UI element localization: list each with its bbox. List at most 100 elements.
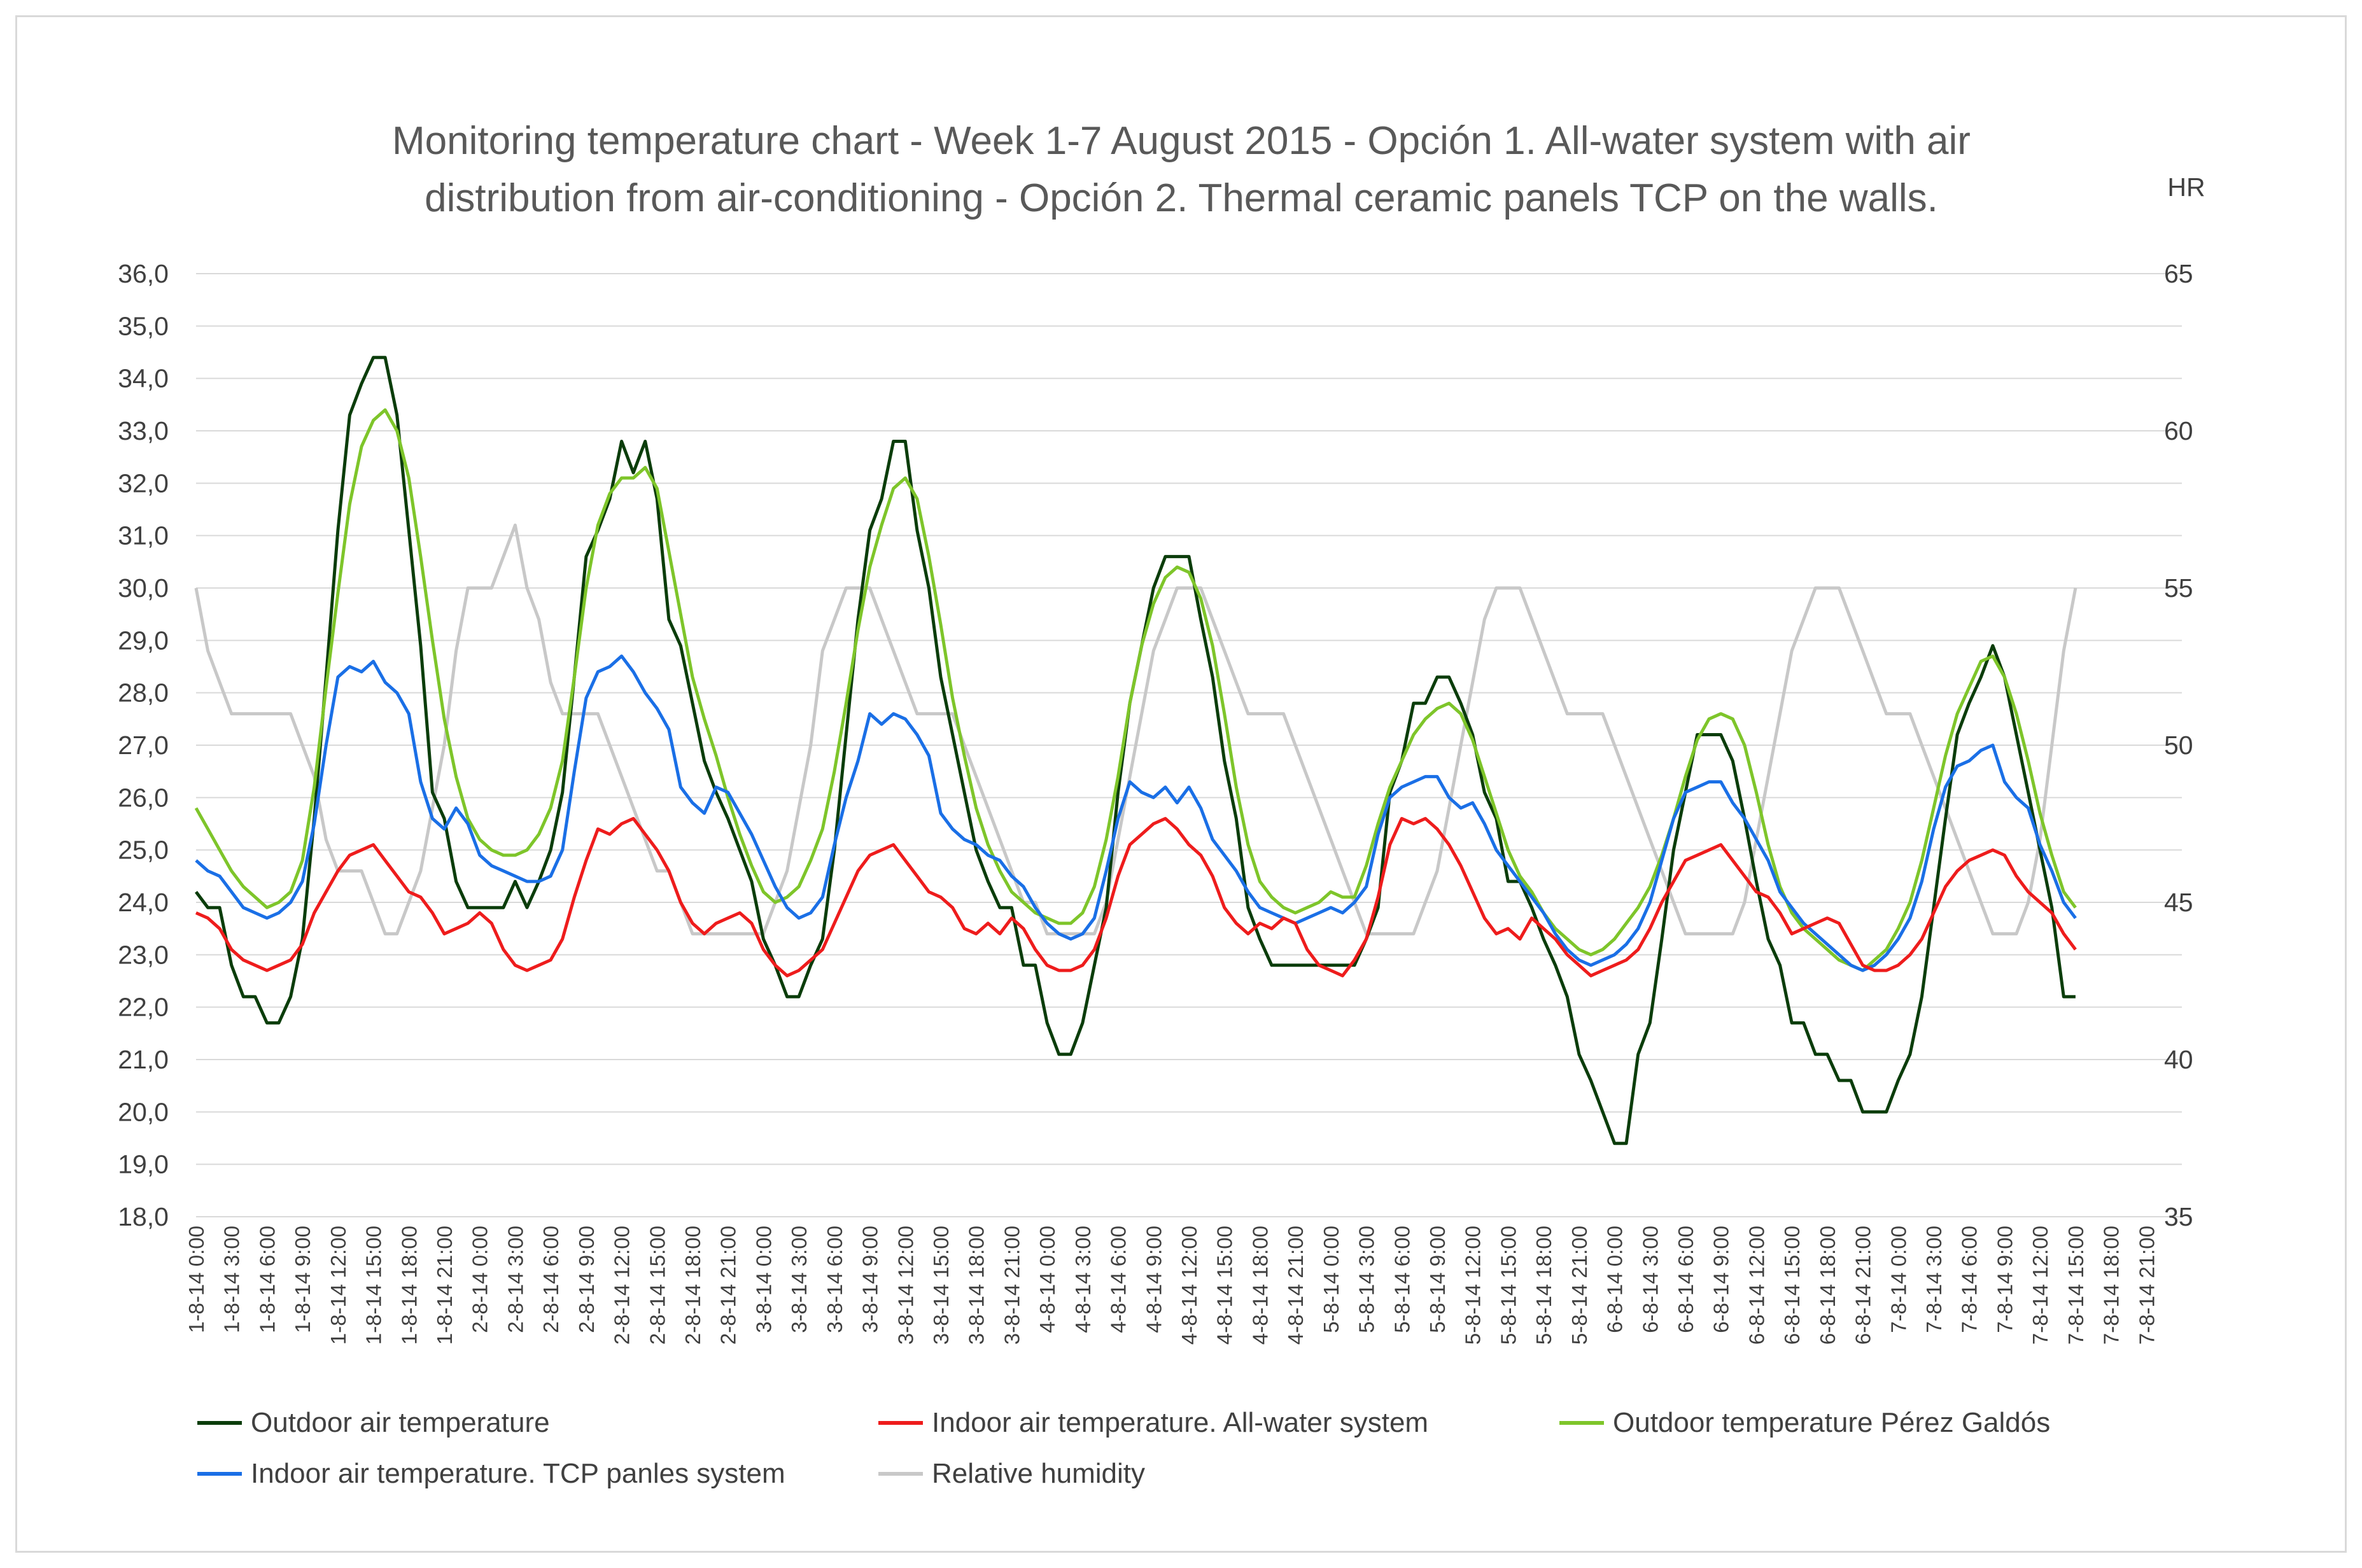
x-tick-label: 1-8-14 6:00 [255,1226,279,1333]
x-tick-label: 5-8-14 0:00 [1319,1226,1343,1333]
x-tick-label: 1-8-14 12:00 [327,1226,350,1345]
y-tick-label: 25,0 [118,836,169,865]
legend-label: Relative humidity [932,1458,1145,1489]
x-tick-label: 7-8-14 0:00 [1887,1226,1910,1333]
y2-tick-label: 65 [2164,259,2193,288]
y2-tick-label: 35 [2164,1202,2193,1231]
y-tick-label: 27,0 [118,731,169,760]
y-tick-label: 29,0 [118,626,169,655]
x-tick-label: 7-8-14 15:00 [2064,1226,2088,1345]
x-tick-label: 1-8-14 21:00 [433,1226,456,1345]
x-tick-label: 3-8-14 3:00 [787,1226,811,1333]
y2-tick-label: 60 [2164,416,2193,445]
legend-label: Indoor air temperature. All-water system [932,1407,1428,1438]
x-tick-label: 4-8-14 15:00 [1213,1226,1237,1345]
x-axis: 1-8-14 0:00 1-8-14 3:00 1-8-14 6:00 1-8-14 … [185,1226,2158,1345]
x-tick-label: 5-8-14 12:00 [1461,1226,1485,1345]
legend: Outdoor air temperature Indoor air temper… [197,1407,2050,1489]
gridlines [196,273,2182,1217]
legend-label: Outdoor air temperature [251,1407,550,1438]
x-tick-label: 2-8-14 9:00 [575,1226,598,1333]
x-tick-label: 4-8-14 9:00 [1142,1226,1165,1333]
y-tick-label: 20,0 [118,1097,169,1126]
x-tick-label: 3-8-14 12:00 [894,1226,917,1345]
x-tick-label: 6-8-14 21:00 [1852,1226,1875,1345]
x-tick-label: 6-8-14 6:00 [1674,1226,1698,1333]
legend-label: Indoor air temperature. TCP panles syste… [251,1458,785,1489]
x-tick-label: 1-8-14 0:00 [185,1226,208,1333]
y2-tick-label: 50 [2164,731,2193,760]
x-tick-label: 5-8-14 15:00 [1496,1226,1520,1345]
y-tick-label: 19,0 [118,1150,169,1179]
x-tick-label: 1-8-14 3:00 [220,1226,244,1333]
y-tick-label: 33,0 [118,416,169,445]
series-line-3 [195,654,2077,972]
x-tick-label: 7-8-14 18:00 [2100,1226,2123,1345]
right-axis-label: HR [2167,172,2205,202]
x-tick-label: 1-8-14 9:00 [291,1226,314,1333]
x-tick-label: 2-8-14 21:00 [717,1226,740,1345]
x-tick-label: 6-8-14 15:00 [1780,1226,1804,1345]
left-y-axis: 18,0 19,0 20,0 21,0 22,0 23,0 24,0 25,0 26,0 27,0… [118,259,169,1231]
x-tick-label: 3-8-14 0:00 [752,1226,775,1333]
y-tick-label: 36,0 [118,259,169,288]
x-tick-label: 2-8-14 6:00 [539,1226,563,1333]
chart-title-line-2: distribution from air-conditioning - Opc… [425,176,1938,220]
x-tick-label: 7-8-14 12:00 [2028,1226,2052,1345]
x-tick-label: 6-8-14 18:00 [1816,1226,1839,1345]
x-tick-label: 4-8-14 12:00 [1177,1226,1201,1345]
x-tick-label: 7-8-14 6:00 [1958,1226,1981,1333]
y-tick-label: 23,0 [118,940,169,969]
x-tick-label: 1-8-14 15:00 [362,1226,386,1345]
x-tick-label: 2-8-14 12:00 [610,1226,634,1345]
x-tick-label: 7-8-14 21:00 [2135,1226,2158,1345]
y-tick-label: 30,0 [118,573,169,603]
y-tick-label: 26,0 [118,783,169,812]
series-line-4 [194,523,2077,935]
x-tick-label: 6-8-14 0:00 [1603,1226,1627,1333]
x-tick-label: 3-8-14 6:00 [823,1226,847,1333]
x-tick-label: 5-8-14 9:00 [1426,1226,1449,1333]
x-tick-label: 2-8-14 15:00 [645,1226,669,1345]
x-tick-label: 2-8-14 3:00 [503,1226,527,1333]
x-tick-label: 4-8-14 6:00 [1107,1226,1130,1333]
x-tick-label: 5-8-14 21:00 [1568,1226,1591,1345]
series-lines [194,356,2077,1145]
x-tick-label: 5-8-14 6:00 [1390,1226,1414,1333]
y-tick-label: 21,0 [118,1045,169,1074]
y-tick-label: 32,0 [118,468,169,498]
x-tick-label: 3-8-14 15:00 [929,1226,953,1345]
y2-tick-label: 45 [2164,888,2193,917]
series-line-2 [194,408,2077,972]
x-tick-label: 5-8-14 18:00 [1532,1226,1556,1345]
y-tick-label: 34,0 [118,364,169,393]
y-tick-label: 31,0 [118,521,169,550]
x-tick-label: 4-8-14 18:00 [1248,1226,1272,1345]
x-tick-label: 5-8-14 3:00 [1355,1226,1379,1333]
x-tick-label: 2-8-14 0:00 [468,1226,492,1333]
x-tick-label: 4-8-14 3:00 [1071,1226,1095,1333]
legend-label: Outdoor temperature Pérez Galdós [1613,1407,2050,1438]
y2-tick-label: 55 [2164,573,2193,603]
series-line-1 [195,816,2077,977]
y2-tick-label: 40 [2164,1045,2193,1074]
y-tick-label: 22,0 [118,993,169,1022]
chart-title-line-1: Monitoring temperature chart - Week 1-7 … [392,119,1971,163]
x-tick-label: 6-8-14 9:00 [1710,1226,1733,1333]
right-y-axis: 35 40 45 50 55 60 65 [2164,259,2193,1231]
x-tick-label: 7-8-14 3:00 [1922,1226,1946,1333]
y-tick-label: 28,0 [118,678,169,708]
x-tick-label: 3-8-14 9:00 [859,1226,882,1333]
x-tick-label: 6-8-14 3:00 [1638,1226,1662,1333]
x-tick-label: 2-8-14 18:00 [681,1226,705,1345]
x-tick-label: 4-8-14 21:00 [1284,1226,1307,1345]
y-tick-label: 18,0 [118,1202,169,1231]
x-tick-label: 1-8-14 18:00 [397,1226,421,1345]
x-tick-label: 3-8-14 18:00 [965,1226,988,1345]
x-tick-label: 6-8-14 12:00 [1745,1226,1768,1345]
y-tick-label: 24,0 [118,888,169,917]
x-tick-label: 4-8-14 0:00 [1036,1226,1059,1333]
x-tick-label: 3-8-14 21:00 [1000,1226,1023,1345]
y-tick-label: 35,0 [118,311,169,340]
